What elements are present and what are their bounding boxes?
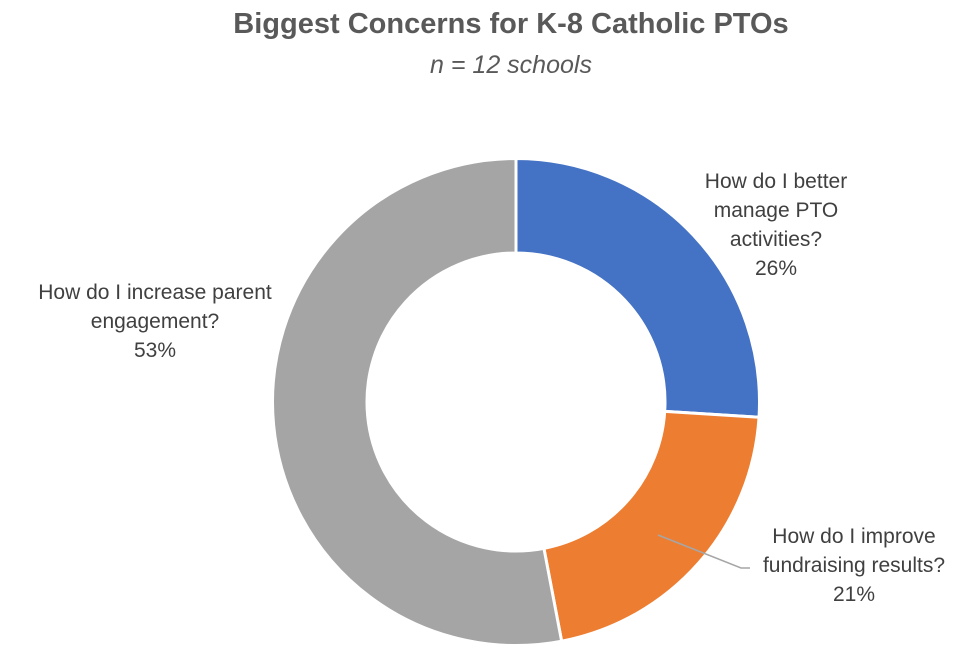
donut-slice-manage-activities <box>514 157 761 419</box>
label-parent-engagement: How do I increase parent engagement? 53% <box>10 278 300 365</box>
donut-slice-fundraising <box>542 409 761 643</box>
label-line: How do I improve <box>772 525 936 548</box>
label-line: activities? <box>729 228 823 251</box>
leader-line-fundraising <box>657 534 750 569</box>
label-line: manage PTO <box>713 199 839 222</box>
chart-subtitle: n = 12 schools <box>430 51 592 79</box>
donut-slices <box>271 157 761 647</box>
label-fundraising: How do I improve fundraising results? 21… <box>734 522 974 609</box>
donut-slice-parent-engagement <box>271 157 564 647</box>
chart-title: Biggest Concerns for K-8 Catholic PTOs <box>233 8 789 40</box>
label-line: How do I better <box>704 170 848 193</box>
label-manage-activities: How do I better manage PTO activities? 2… <box>646 167 906 283</box>
label-percent: 26% <box>754 257 798 280</box>
label-line: engagement? <box>90 310 220 333</box>
label-percent: 21% <box>832 583 876 606</box>
label-percent: 53% <box>133 339 177 362</box>
label-line: How do I increase parent <box>38 281 272 304</box>
label-line: fundraising results? <box>762 554 946 577</box>
